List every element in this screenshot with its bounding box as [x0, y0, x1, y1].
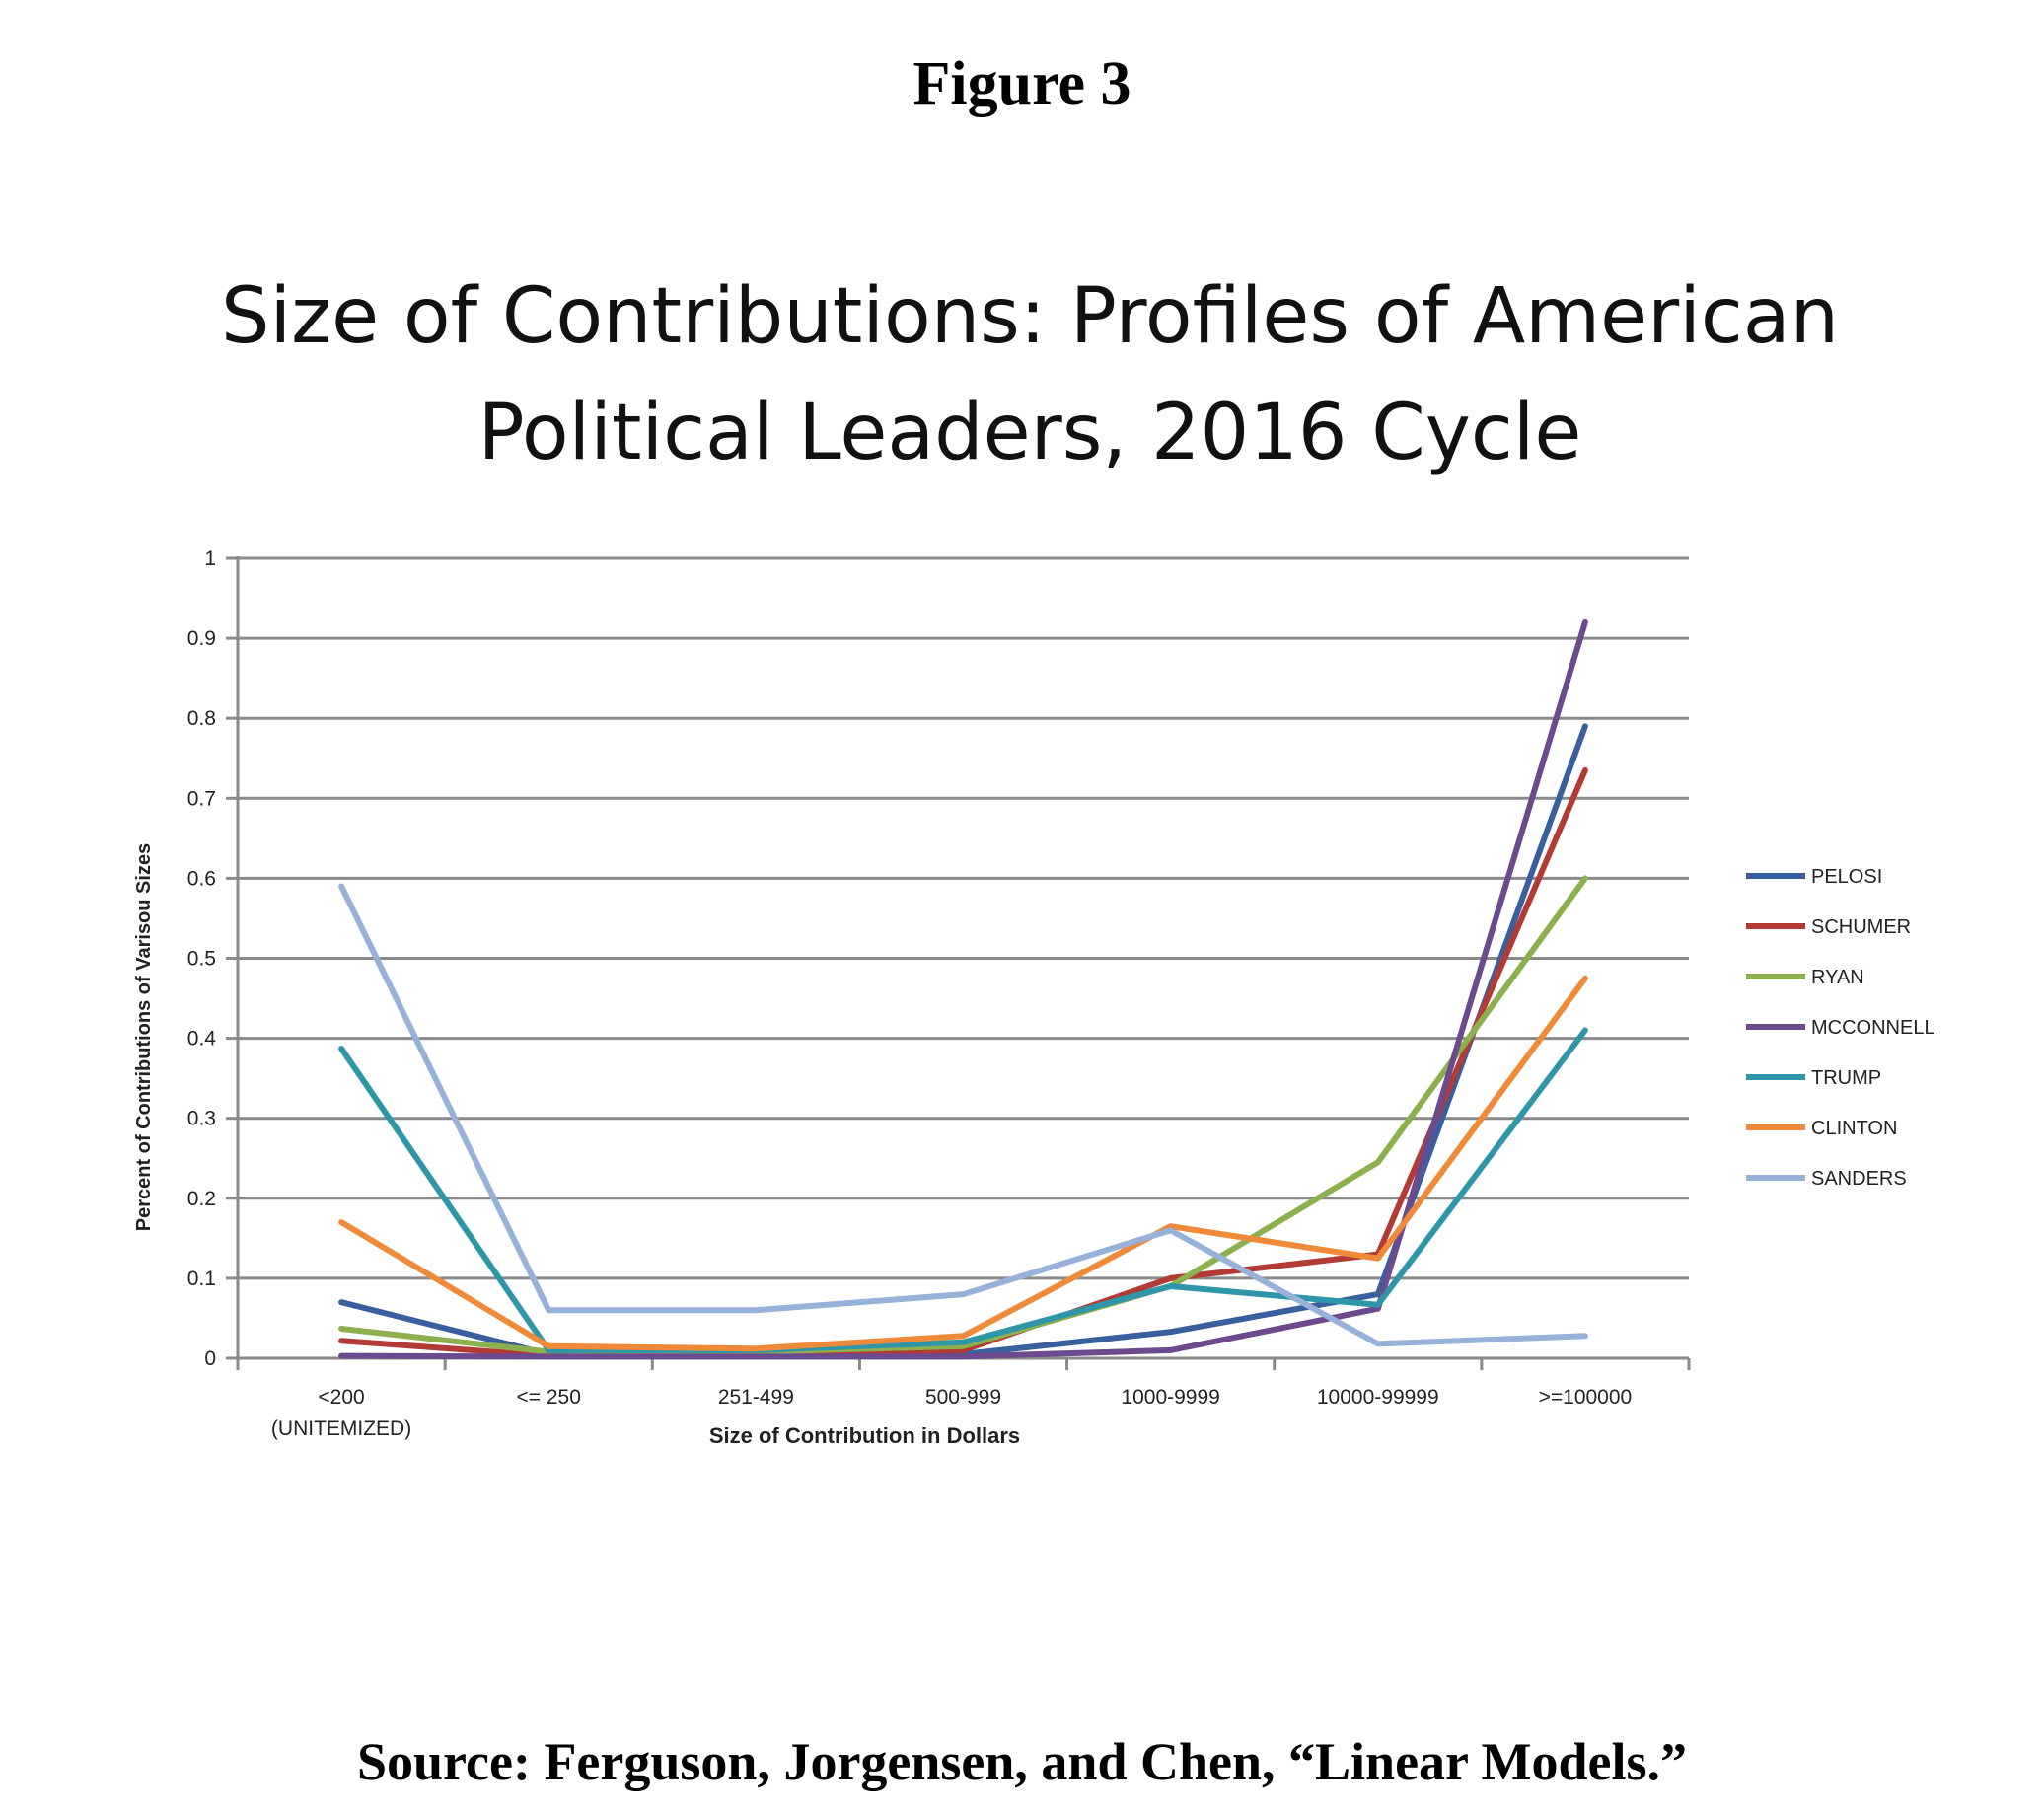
y-tick-label: 0.5 — [187, 948, 216, 971]
y-tick-label: 0.3 — [187, 1108, 216, 1130]
gridlines — [238, 556, 1689, 1280]
x-tick-label: <= 250 — [517, 1386, 581, 1409]
y-axis-title: Percent of Contributions of Varisou Size… — [133, 843, 155, 1231]
chart-title-line-1: Size of Contributions: Profiles of Ameri… — [220, 272, 1840, 361]
y-tick-label: 0 — [204, 1347, 216, 1370]
series-line-sanders — [338, 883, 1588, 1347]
legend: PELOSI SCHUMER RYAN MCCONNELL TRUMP CLINTON SA… — [1746, 866, 1935, 1190]
y-tick-label: 0.8 — [187, 707, 216, 730]
series-line-mcconnell — [338, 618, 1588, 1360]
x-axis-title: Size of Contribution in Dollars — [709, 1423, 1020, 1448]
source-note: Source: Ferguson, Jorgensen, and Chen, “… — [356, 1732, 1688, 1791]
series-lines — [338, 618, 1588, 1360]
y-tick-label: 0.2 — [187, 1188, 216, 1210]
axes: 0 0.1 0.2 0.3 0.4 0.5 0.6 0.7 0.8 0.9 1 <200 (UNITEM… — [133, 547, 1691, 1448]
y-tick-label: 0.4 — [187, 1028, 217, 1051]
legend-label: TRUMP — [1811, 1067, 1881, 1089]
legend-label: MCCONNELL — [1811, 1017, 1935, 1039]
x-tick-label: 500-999 — [925, 1386, 1001, 1409]
legend-label: SCHUMER — [1811, 916, 1911, 938]
x-tick-label: <200 — [318, 1386, 364, 1409]
y-tick-label: 0.1 — [187, 1268, 216, 1290]
chart-title: Size of Contributions: Profiles of Ameri… — [99, 258, 1961, 491]
legend-label: SANDERS — [1811, 1168, 1907, 1190]
figure-label: Figure 3 — [912, 50, 1132, 117]
chart-title-line-2: Political Leaders, 2016 Cycle — [477, 389, 1582, 477]
x-tick-label: 10000-99999 — [1317, 1386, 1439, 1409]
series-line-clinton — [338, 975, 1588, 1352]
x-tick-label: 1000-9999 — [1121, 1386, 1219, 1409]
y-tick-label: 1 — [204, 547, 216, 570]
legend-label: PELOSI — [1811, 866, 1882, 888]
x-tick-label: >=100000 — [1539, 1386, 1633, 1409]
y-tick-label: 0.6 — [187, 867, 216, 890]
series-line-pelosi — [338, 723, 1588, 1357]
y-tick-label: 0.7 — [187, 787, 216, 810]
x-tick-label: (UNITEMIZED) — [271, 1417, 411, 1440]
series-line-trump — [338, 1027, 1588, 1353]
y-tick-label: 0.9 — [187, 627, 216, 650]
legend-label: RYAN — [1811, 967, 1864, 988]
x-tick-label: 251-499 — [718, 1386, 794, 1409]
legend-label: CLINTON — [1811, 1118, 1897, 1139]
